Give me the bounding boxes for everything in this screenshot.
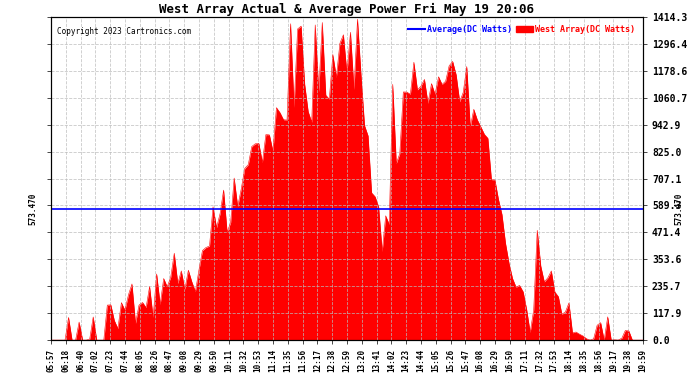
Text: 573.470: 573.470 [29, 193, 38, 225]
Legend: Average(DC Watts), West Array(DC Watts): Average(DC Watts), West Array(DC Watts) [404, 21, 639, 37]
Text: Copyright 2023 Cartronics.com: Copyright 2023 Cartronics.com [57, 27, 191, 36]
Title: West Array Actual & Average Power Fri May 19 20:06: West Array Actual & Average Power Fri Ma… [159, 3, 535, 16]
Text: 573.470: 573.470 [674, 193, 683, 225]
